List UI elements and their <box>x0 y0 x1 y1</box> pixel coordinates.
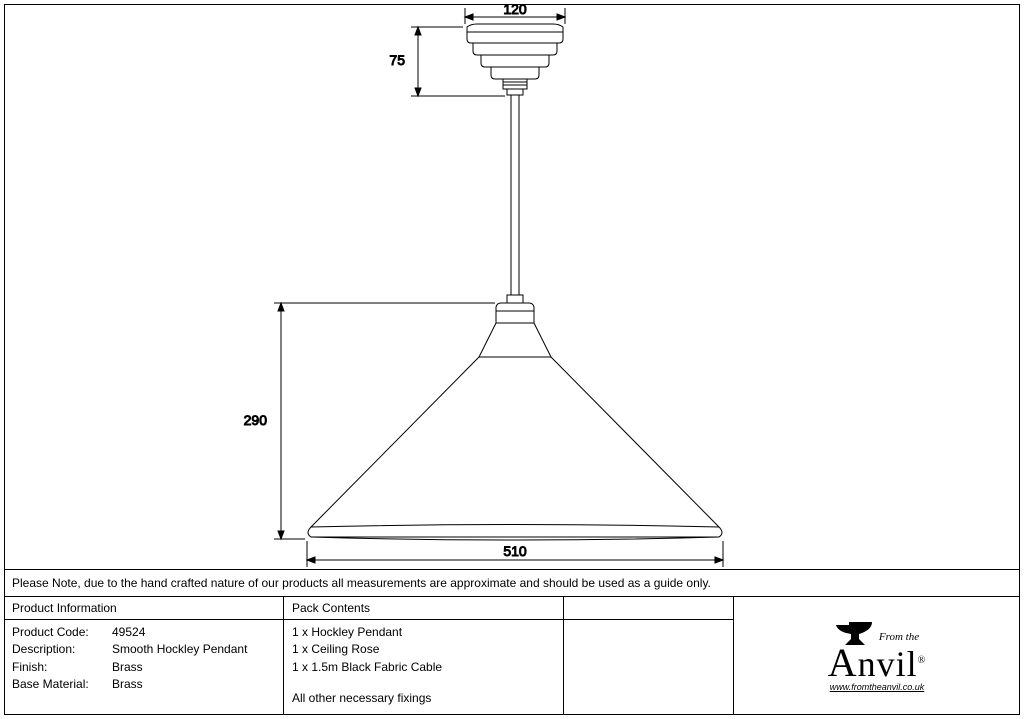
product-info-body: Product Code:49524 Description:Smooth Ho… <box>4 620 283 715</box>
product-info-column: Product Information Product Code:49524 D… <box>4 597 284 715</box>
pendant-drawing-svg: 120 75 290 <box>5 5 1019 570</box>
dim-510: 510 <box>307 541 723 567</box>
pack-contents-column: Pack Contents 1 x Hockley Pendant 1 x Ce… <box>284 597 564 715</box>
kv-row: Product Code:49524 <box>12 624 275 641</box>
kv-row: Base Material:Brass <box>12 676 275 693</box>
ceiling-rose <box>467 24 563 95</box>
note-row: Please Note, due to the hand crafted nat… <box>4 570 1020 597</box>
dim-290: 290 <box>244 303 495 539</box>
brand-name: Anvil® <box>828 643 927 683</box>
empty-header <box>564 597 733 620</box>
info-block: Please Note, due to the hand crafted nat… <box>4 569 1020 715</box>
dim-290-label: 290 <box>244 412 268 428</box>
dim-75: 75 <box>389 27 505 96</box>
pack-item: 1 x Hockley Pendant <box>292 624 555 641</box>
dim-510-label: 510 <box>503 543 527 559</box>
empty-column <box>564 597 734 715</box>
technical-drawing: 120 75 290 <box>5 5 1019 570</box>
kv-row: Description:Smooth Hockley Pendant <box>12 641 275 658</box>
pack-item: 1 x 1.5m Black Fabric Cable <box>292 659 555 676</box>
brand-column: From the Anvil® www.fromtheanvil.co.uk <box>734 597 1020 715</box>
pack-contents-body: 1 x Hockley Pendant 1 x Ceiling Rose 1 x… <box>284 620 563 715</box>
pendant-rod <box>511 95 519 295</box>
pack-footer: All other necessary fixings <box>292 690 555 707</box>
lamp-holder <box>479 295 551 357</box>
pack-item: 1 x Ceiling Rose <box>292 641 555 658</box>
pack-contents-header: Pack Contents <box>284 597 563 620</box>
shade <box>308 357 722 540</box>
product-info-header: Product Information <box>4 597 283 620</box>
dim-120: 120 <box>465 5 565 24</box>
brand-logo: From the Anvil® www.fromtheanvil.co.uk <box>828 621 927 692</box>
kv-row: Finish:Brass <box>12 659 275 676</box>
dim-120-label: 120 <box>503 5 527 17</box>
note-text: Please Note, due to the hand crafted nat… <box>12 576 711 590</box>
brand-from: From the <box>879 632 919 643</box>
dim-75-label: 75 <box>389 52 405 68</box>
brand-url: www.fromtheanvil.co.uk <box>828 683 927 692</box>
